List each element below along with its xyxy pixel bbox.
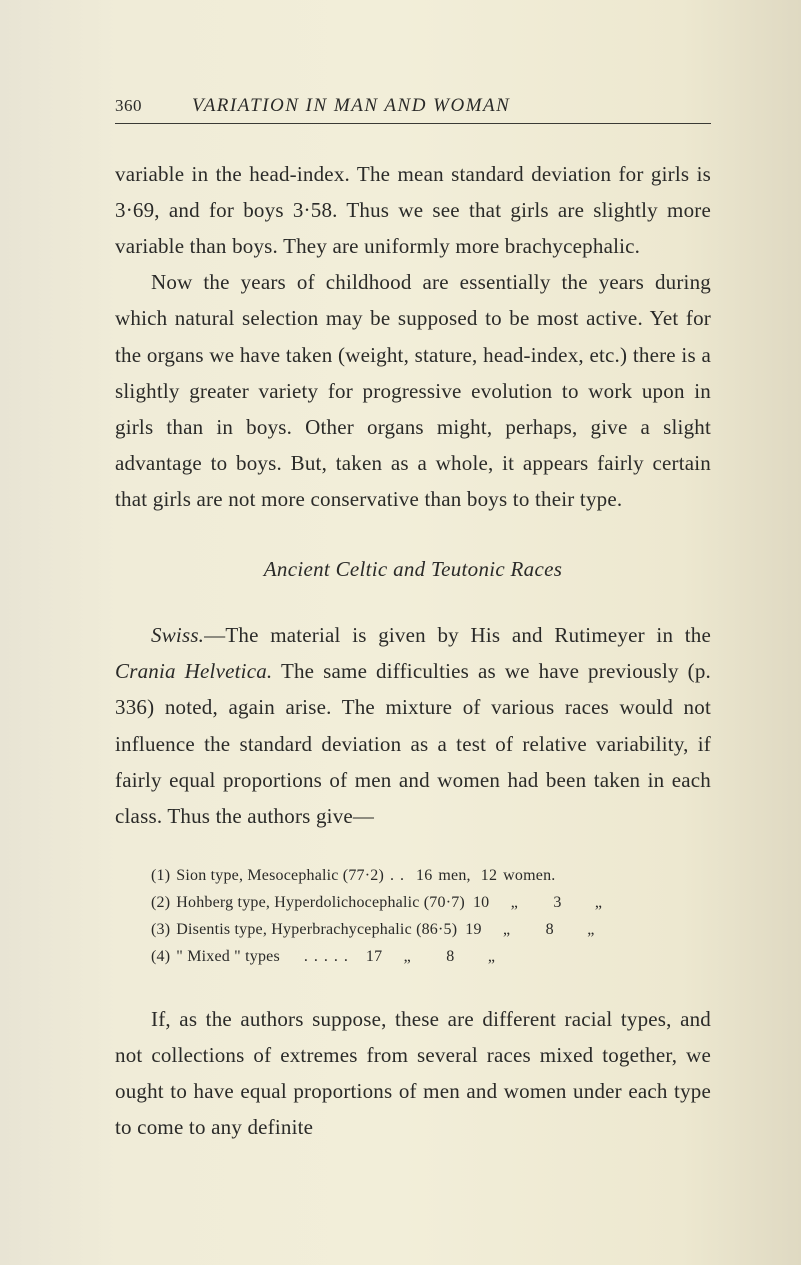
ditto-mark: „ [592,889,606,916]
ditto-mark: „ [500,916,514,943]
row-num: (3) [151,916,170,943]
ditto-mark: „ [484,943,498,970]
p3-text-b: The same difficulties as we have previou… [115,659,711,827]
body-text: variable in the head-index. The mean sta… [115,156,711,1145]
row-num: (2) [151,889,170,916]
women-count: 8 [446,943,454,970]
crania-helvetica: Crania Helvetica. [115,659,272,683]
table-row: (2) Hohberg type, Hyperdolichocephalic (… [151,889,711,916]
row-label: " Mixed " types [176,943,280,970]
swiss-label: Swiss. [151,623,204,647]
row-label: Hohberg type, Hyperdolichocephalic (70·7… [176,889,465,916]
table-row: (1) Sion type, Mesocephalic (77·2) .. 16… [151,862,711,889]
women-count: 12 [481,862,497,889]
leader-dots: .. [384,862,416,889]
men-count: 19 [465,916,481,943]
ditto-mark: „ [507,889,521,916]
table-row: (4) " Mixed " types ..... 17 „ 8 „ [151,943,711,970]
data-table: (1) Sion type, Mesocephalic (77·2) .. 16… [151,862,711,971]
page-header: 360 VARIATION IN MAN AND WOMAN [115,95,711,124]
men-count: 16 [416,862,432,889]
ditto-mark: „ [400,943,414,970]
paragraph-4: If, as the authors suppose, these are di… [115,1001,711,1145]
men-count: 10 [473,889,489,916]
running-header: VARIATION IN MAN AND WOMAN [192,95,510,117]
paragraph-1: variable in the head-index. The mean sta… [115,156,711,264]
women-count: 3 [553,889,561,916]
row-label: Sion type, Mesocephalic (77·2) [176,862,384,889]
page-number: 360 [115,96,142,116]
p3-text-a: —The material is given by His and Rutime… [204,623,711,647]
ditto-mark: „ [584,916,598,943]
paragraph-3: Swiss.—The material is given by His and … [115,617,711,834]
women-count: 8 [546,916,554,943]
paragraph-2: Now the years of childhood are essential… [115,264,711,517]
section-title: Ancient Celtic and Teutonic Races [115,551,711,587]
women-unit: women. [503,862,555,889]
leader-dots: ..... [298,943,360,970]
men-unit: men, [438,862,470,889]
row-num: (1) [151,862,170,889]
scanned-page: 360 VARIATION IN MAN AND WOMAN variable … [0,0,801,1205]
row-label: Disentis type, Hyperbrachycephalic (86·5… [176,916,457,943]
men-count: 17 [366,943,382,970]
table-row: (3) Disentis type, Hyperbrachycephalic (… [151,916,711,943]
row-num: (4) [151,943,170,970]
